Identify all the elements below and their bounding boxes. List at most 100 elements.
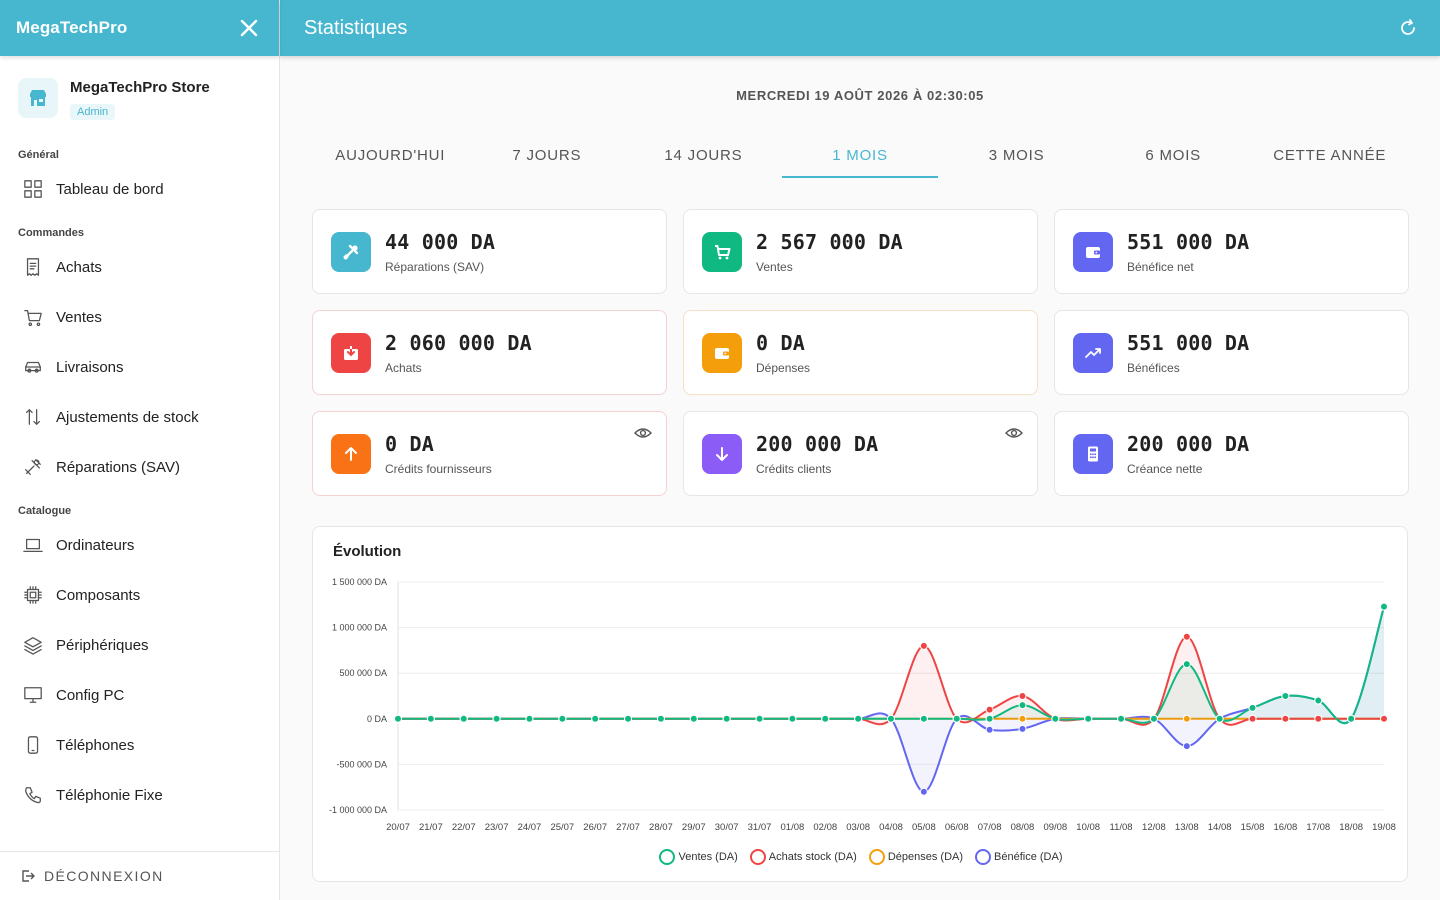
stat-value: 2 567 000 DA (756, 229, 903, 254)
data-point (1149, 714, 1158, 723)
data-point (558, 714, 567, 723)
stat-value: 0 DA (385, 431, 434, 456)
tab-period[interactable]: CETTE ANNÉE (1273, 147, 1387, 164)
stat-card: 551 000 DA Bénéfices (1054, 310, 1409, 395)
data-point (1051, 714, 1060, 723)
logout-label: DÉCONNEXION (44, 868, 164, 884)
stat-value: 551 000 DA (1127, 229, 1250, 254)
x-tick-label: 09/08 (1043, 822, 1067, 833)
wallet-icon (702, 332, 742, 373)
y-tick-label: -1 000 000 DA (329, 805, 387, 815)
sidebar: MegaTechPro MegaTechPro Store Admin Géné… (0, 0, 280, 900)
stat-card: 0 DA Dépenses (683, 310, 1038, 395)
stat-value: 200 000 DA (1127, 431, 1250, 456)
tab-period[interactable]: 7 JOURS (512, 147, 582, 164)
stat-label: Achats (385, 360, 422, 375)
sidebar-item-label: Tableau de bord (56, 180, 164, 198)
data-point (985, 714, 994, 723)
data-point (952, 714, 961, 723)
grid-icon (22, 178, 44, 200)
legend-label: Achats stock (DA) (768, 851, 857, 863)
x-tick-label: 06/08 (945, 822, 969, 833)
sidebar-item[interactable]: Périphériques (0, 620, 279, 670)
sidebar-item[interactable]: Ajustements de stock (0, 392, 279, 442)
sidebar-item[interactable]: Ventes (0, 292, 279, 342)
sidebar-item-label: Réparations (SAV) (56, 458, 180, 476)
sidebar-item[interactable]: Réparations (SAV) (0, 442, 279, 492)
data-point (722, 714, 731, 723)
tools-icon (22, 456, 44, 478)
data-point (919, 714, 928, 723)
tab-period[interactable]: 1 MOIS (781, 136, 939, 178)
legend-item[interactable]: Ventes (DA) (659, 849, 738, 865)
main-content: MERCREDI 19 AOÛT 2026 À 02:30:05 AUJOURD… (280, 56, 1440, 900)
data-point (1314, 696, 1323, 705)
download-box-icon (331, 332, 371, 373)
tab-period[interactable]: 3 MOIS (988, 147, 1045, 164)
data-point (426, 714, 435, 723)
data-point (624, 714, 633, 723)
legend-item[interactable]: Dépenses (DA) (868, 849, 963, 865)
eye-icon[interactable] (1005, 426, 1023, 445)
stat-label: Créance nette (1127, 461, 1203, 476)
sidebar-item[interactable]: Livraisons (0, 342, 279, 392)
y-tick-label: 0 DA (367, 714, 387, 724)
sidebar-item[interactable]: Téléphones (0, 720, 279, 770)
legend-item[interactable]: Achats stock (DA) (749, 849, 857, 865)
data-point (1182, 742, 1191, 751)
x-tick-label: 25/07 (550, 822, 574, 833)
arrows-updown-icon (22, 406, 44, 428)
stat-value: 2 060 000 DA (385, 330, 532, 355)
data-point (525, 714, 534, 723)
sidebar-item-label: Achats (56, 258, 102, 276)
store-icon (18, 78, 58, 118)
x-tick-label: 21/07 (419, 822, 443, 833)
sidebar-item-label: Ajustements de stock (56, 408, 199, 426)
arrow-down-icon (702, 433, 742, 474)
nav-section-title: Commandes (18, 227, 85, 239)
receipt-icon (22, 256, 44, 278)
x-tick-label: 31/07 (748, 822, 772, 833)
data-point (1018, 692, 1027, 700)
stat-label: Crédits clients (756, 461, 832, 476)
top-bar: Statistiques (280, 0, 1440, 56)
tab-period[interactable]: 14 JOURS (664, 147, 743, 164)
close-icon[interactable] (235, 14, 263, 42)
data-point (689, 714, 698, 723)
sidebar-item[interactable]: Config PC (0, 670, 279, 720)
sidebar-item[interactable]: Achats (0, 242, 279, 292)
eye-icon[interactable] (634, 426, 652, 445)
tab-period[interactable]: AUJOURD'HUI (335, 147, 446, 164)
sidebar-item[interactable]: Composants (0, 570, 279, 620)
stat-label: Bénéfice net (1127, 259, 1194, 274)
calculator-icon (1073, 433, 1113, 474)
legend-swatch (749, 849, 766, 865)
data-point (1084, 714, 1093, 723)
cart-icon (22, 306, 44, 328)
tab-period[interactable]: 6 MOIS (1145, 147, 1201, 164)
data-point (755, 714, 764, 723)
legend-label: Bénéfice (DA) (994, 851, 1063, 863)
trending-up-icon (1073, 332, 1113, 373)
data-point (1117, 714, 1126, 723)
logout-button[interactable]: DÉCONNEXION (0, 851, 279, 900)
data-point (1248, 703, 1257, 712)
stat-value: 200 000 DA (756, 431, 879, 456)
sidebar-item[interactable]: Téléphonie Fixe (0, 770, 279, 820)
data-point (919, 787, 928, 796)
x-tick-label: 08/08 (1011, 822, 1035, 833)
x-tick-label: 20/07 (386, 822, 410, 833)
data-point (821, 714, 830, 723)
logout-icon (22, 870, 35, 882)
legend-item[interactable]: Bénéfice (DA) (975, 849, 1063, 865)
legend-swatch (868, 849, 885, 865)
sidebar-item[interactable]: Ordinateurs (0, 520, 279, 570)
x-tick-label: 24/07 (518, 822, 542, 833)
data-point (591, 714, 600, 723)
series-area (398, 636, 1384, 725)
nav-section-title: Catalogue (18, 505, 72, 517)
stat-value: 0 DA (756, 330, 805, 355)
data-point (985, 725, 994, 734)
sidebar-item[interactable]: Tableau de bord (0, 164, 279, 214)
refresh-icon[interactable] (1396, 16, 1420, 40)
